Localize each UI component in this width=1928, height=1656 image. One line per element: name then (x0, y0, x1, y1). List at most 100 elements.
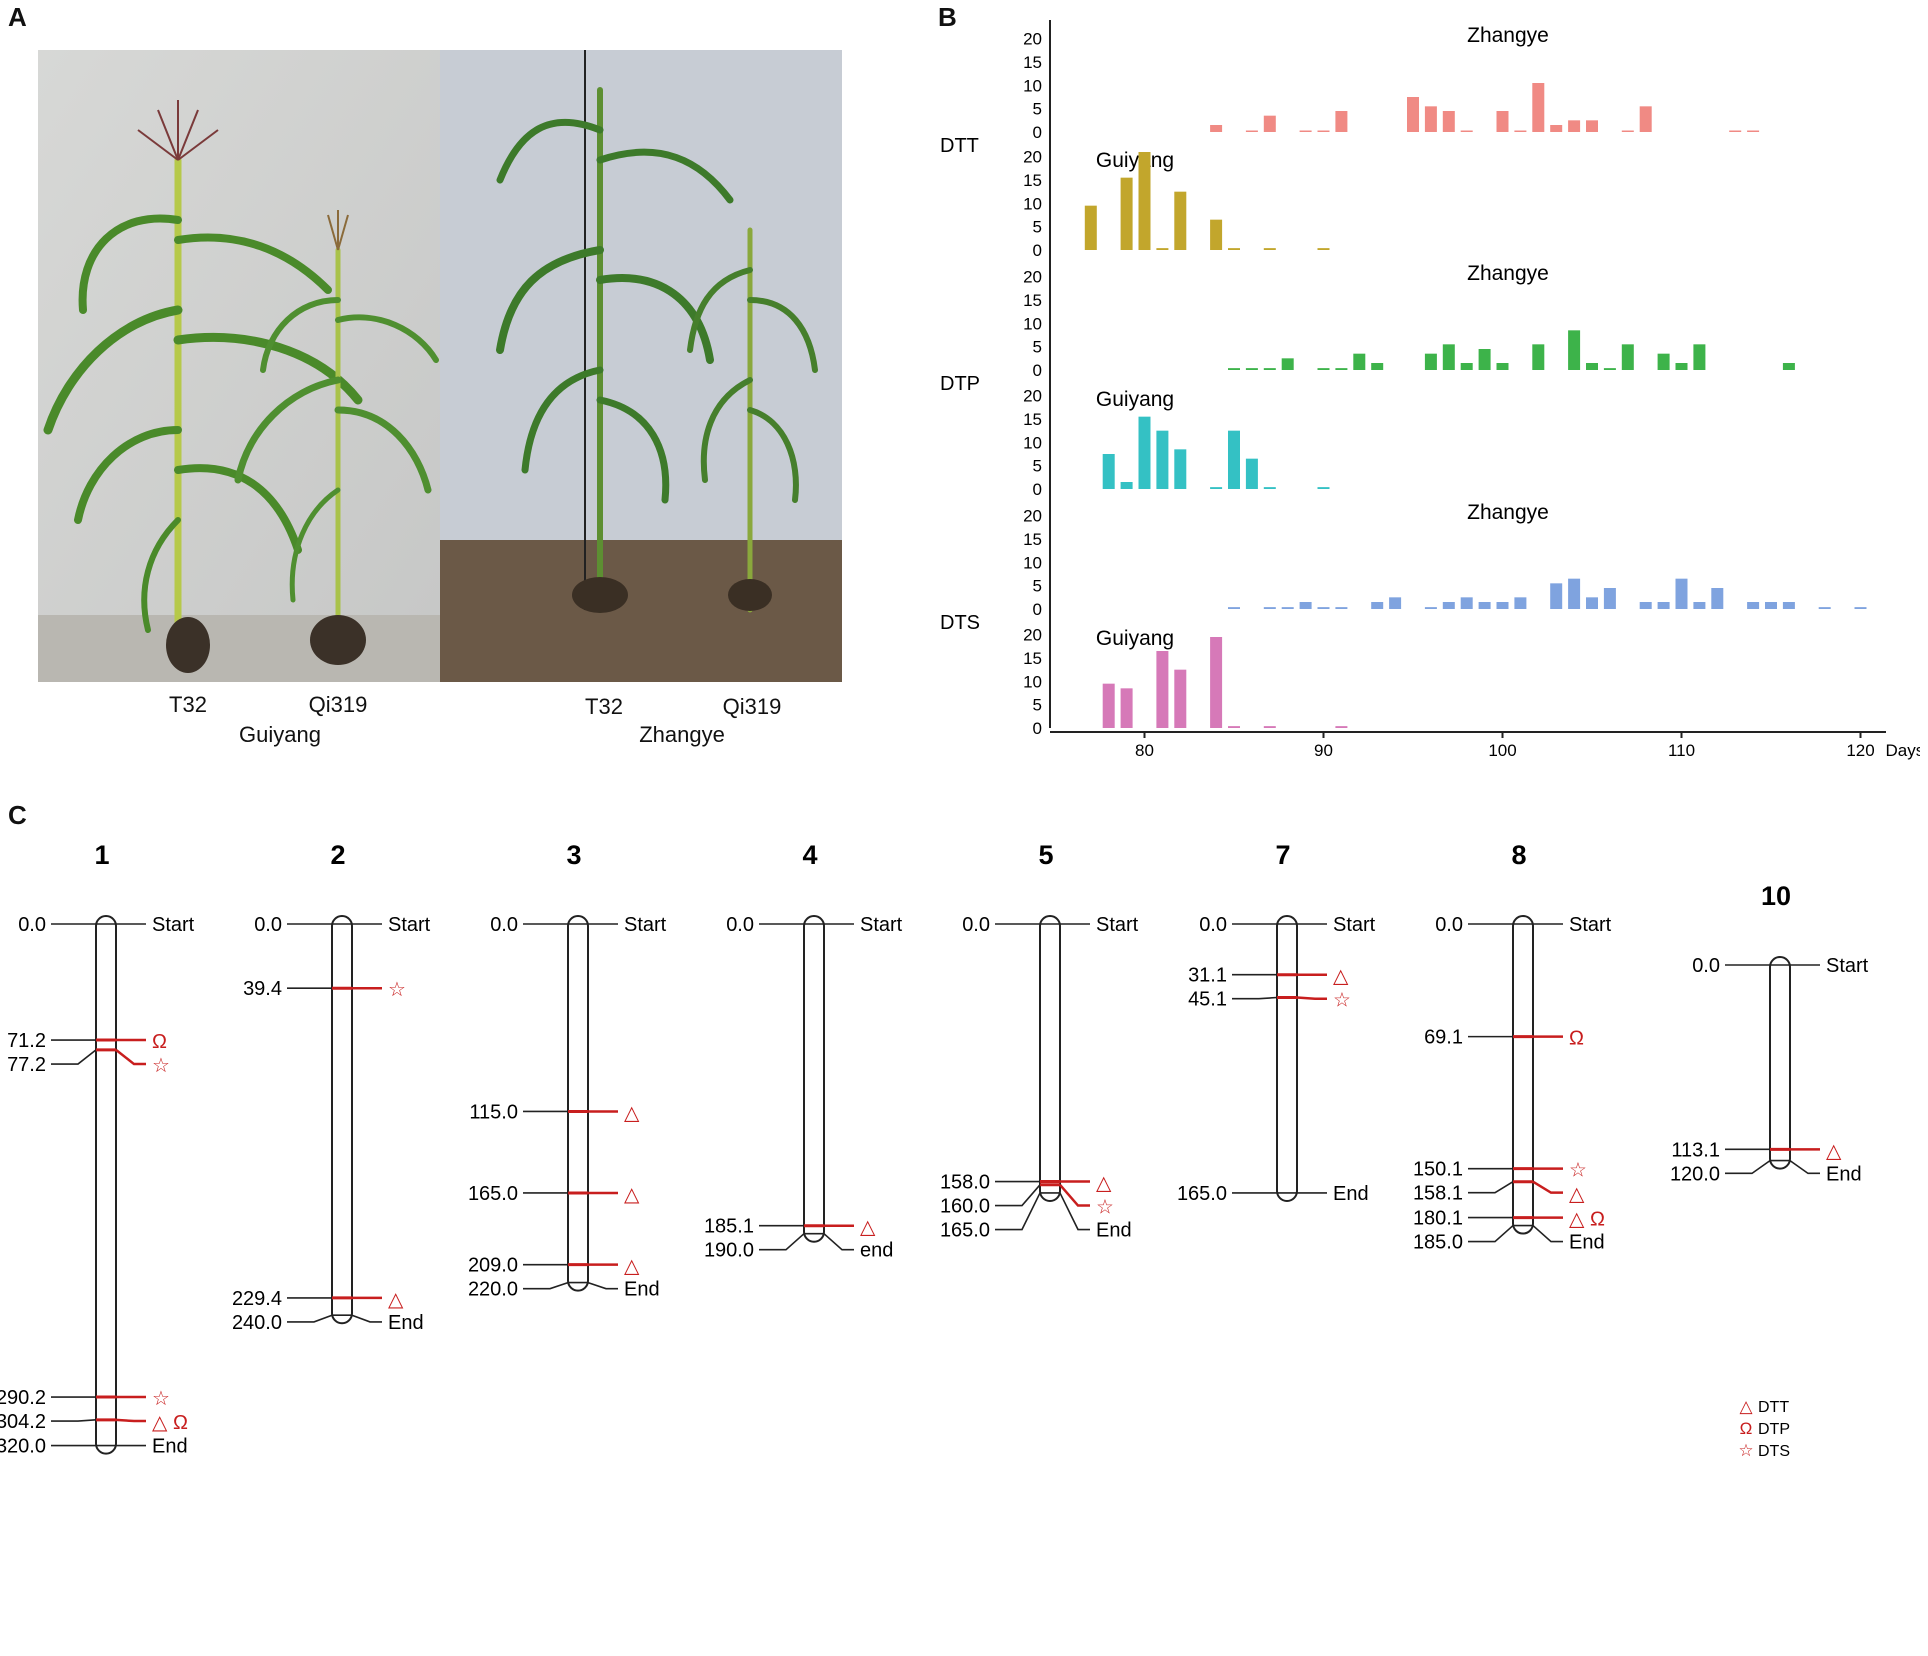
bar-dtp-guiyang (1102, 454, 1115, 489)
y-tick-label: 0 (1033, 361, 1042, 380)
bar-dts-zhangye (1603, 588, 1616, 609)
qtl-symbol: Ω (152, 1031, 167, 1053)
legend-label: DTP (1758, 1421, 1790, 1438)
bar-dtt-zhangye (1639, 106, 1652, 132)
marker-right-line (1059, 1183, 1090, 1207)
qtl-symbol: △ (624, 1256, 640, 1278)
marker-left-line (1468, 1181, 1514, 1194)
bar-dtp-zhangye (1424, 353, 1437, 370)
y-tick-label: 20 (1023, 30, 1042, 49)
marker-position-label: 77.2 (7, 1054, 46, 1076)
chromosome-body (1039, 915, 1061, 1202)
start-label: Start (1096, 914, 1139, 936)
guiyang-qi319-label: Qi319 (308, 692, 368, 717)
qtl-symbol: ☆ (388, 979, 406, 1001)
chromosome-body (95, 915, 117, 1455)
start-label: Start (1569, 914, 1612, 936)
qtl-symbol: ☆ (1096, 1197, 1114, 1219)
bar-dtt-guiyang (1156, 248, 1169, 250)
bar-dtp-zhangye (1281, 358, 1294, 370)
start-label: Start (624, 914, 667, 936)
end-label: End (152, 1436, 188, 1458)
y-tick-label: 20 (1023, 387, 1042, 406)
marker-position-label: 45.1 (1188, 989, 1227, 1011)
marker-position-label: 39.4 (243, 978, 282, 1000)
y-tick-label: 10 (1023, 433, 1042, 452)
bar-dts-guiyang (1210, 637, 1223, 728)
bar-dtt-zhangye (1586, 120, 1598, 132)
bar-dtp-zhangye (1228, 368, 1240, 370)
start-label: Start (388, 914, 431, 936)
marker-position-label: 165.0 (1177, 1183, 1227, 1205)
marker-right-line (1296, 996, 1327, 1000)
bar-dtt-guiyang (1210, 219, 1223, 250)
bar-dtp-guiyang (1245, 458, 1258, 489)
bar-dts-zhangye (1460, 597, 1473, 609)
qtl-symbol: △ (1569, 1184, 1585, 1206)
marker-left-line (995, 1192, 1041, 1231)
y-tick-label: 5 (1033, 696, 1042, 715)
bar-dtp-zhangye (1263, 368, 1276, 370)
bar-dtt-zhangye (1245, 130, 1258, 132)
y-tick-label: 10 (1023, 553, 1042, 572)
zhangye-photo (440, 50, 842, 682)
bar-dtp-guiyang (1156, 430, 1169, 489)
bar-dts-zhangye (1442, 602, 1455, 609)
bar-dtp-guiyang (1228, 430, 1240, 489)
bar-dts-zhangye (1514, 597, 1527, 609)
marker-position-label: 185.0 (1413, 1232, 1463, 1254)
bar-dtt-zhangye (1747, 130, 1760, 132)
y-tick-label: 10 (1023, 194, 1042, 213)
bar-dtt-guiyang (1317, 248, 1330, 250)
start-label: Start (1826, 955, 1869, 977)
series-label-zhangye-dts: Zhangye (1467, 501, 1549, 524)
series-label-guiyang-dtt: Guiyang (1096, 149, 1174, 172)
bar-dtt-guiyang (1263, 248, 1276, 250)
marker-position-label: 120.0 (1670, 1163, 1720, 1185)
bar-dtt-guiyang (1228, 248, 1240, 250)
bar-dts-zhangye (1586, 597, 1598, 609)
bar-dtp-guiyang (1317, 487, 1330, 489)
marker-position-label: 31.1 (1188, 965, 1227, 987)
qtl-symbol: △ Ω (152, 1412, 188, 1434)
marker-right-line (115, 1418, 146, 1423)
marker-position-label: 0.0 (254, 914, 282, 936)
chromosome-number: 8 (1511, 840, 1526, 870)
marker-position-label: 229.4 (232, 1288, 282, 1310)
qtl-symbol: △ (624, 1184, 640, 1206)
bar-dts-guiyang (1120, 688, 1133, 728)
y-tick-label: 0 (1033, 480, 1042, 499)
marker-left-line (1725, 1159, 1771, 1175)
legend-symbol: △ (1739, 1397, 1753, 1416)
y-tick-label: 0 (1033, 719, 1042, 738)
bar-dts-zhangye (1335, 607, 1348, 609)
panel-a-letter: A (8, 2, 27, 32)
marker-right-line (115, 1048, 146, 1066)
bar-dts-zhangye (1657, 602, 1670, 609)
trait-label-dtt: DTT (940, 135, 979, 157)
marker-left-line (759, 1233, 805, 1251)
zhangye-t32-label: T32 (585, 694, 623, 719)
marker-right-line (1532, 1224, 1563, 1243)
y-tick-label: 20 (1023, 148, 1042, 167)
chromosome-7: 7 0.0 Start 31.1 △ 45.1 ☆ 165.0 End (1177, 840, 1376, 1205)
y-tick-label: 5 (1033, 577, 1042, 596)
bar-dts-guiyang (1156, 651, 1169, 728)
zhangye-qi319-label: Qi319 (722, 694, 782, 719)
bar-dtt-zhangye (1299, 130, 1312, 132)
marker-position-label: 160.0 (940, 1196, 990, 1218)
bar-dts-guiyang (1174, 669, 1187, 728)
chromosome-number: 1 (94, 840, 109, 870)
bar-dtp-zhangye (1693, 344, 1706, 370)
chromosome-number: 10 (1761, 881, 1791, 911)
bar-dts-zhangye (1854, 607, 1867, 609)
end-label: End (1333, 1183, 1369, 1205)
marker-position-label: 320.0 (0, 1436, 46, 1458)
bar-dtp-zhangye (1586, 363, 1598, 370)
marker-left-line (995, 1184, 1041, 1207)
y-tick-label: 0 (1033, 123, 1042, 142)
bar-dtt-zhangye (1263, 115, 1276, 132)
bar-dtt-zhangye (1424, 106, 1437, 132)
x-axis-title: Days (1886, 741, 1921, 760)
marker-position-label: 165.0 (468, 1183, 518, 1205)
